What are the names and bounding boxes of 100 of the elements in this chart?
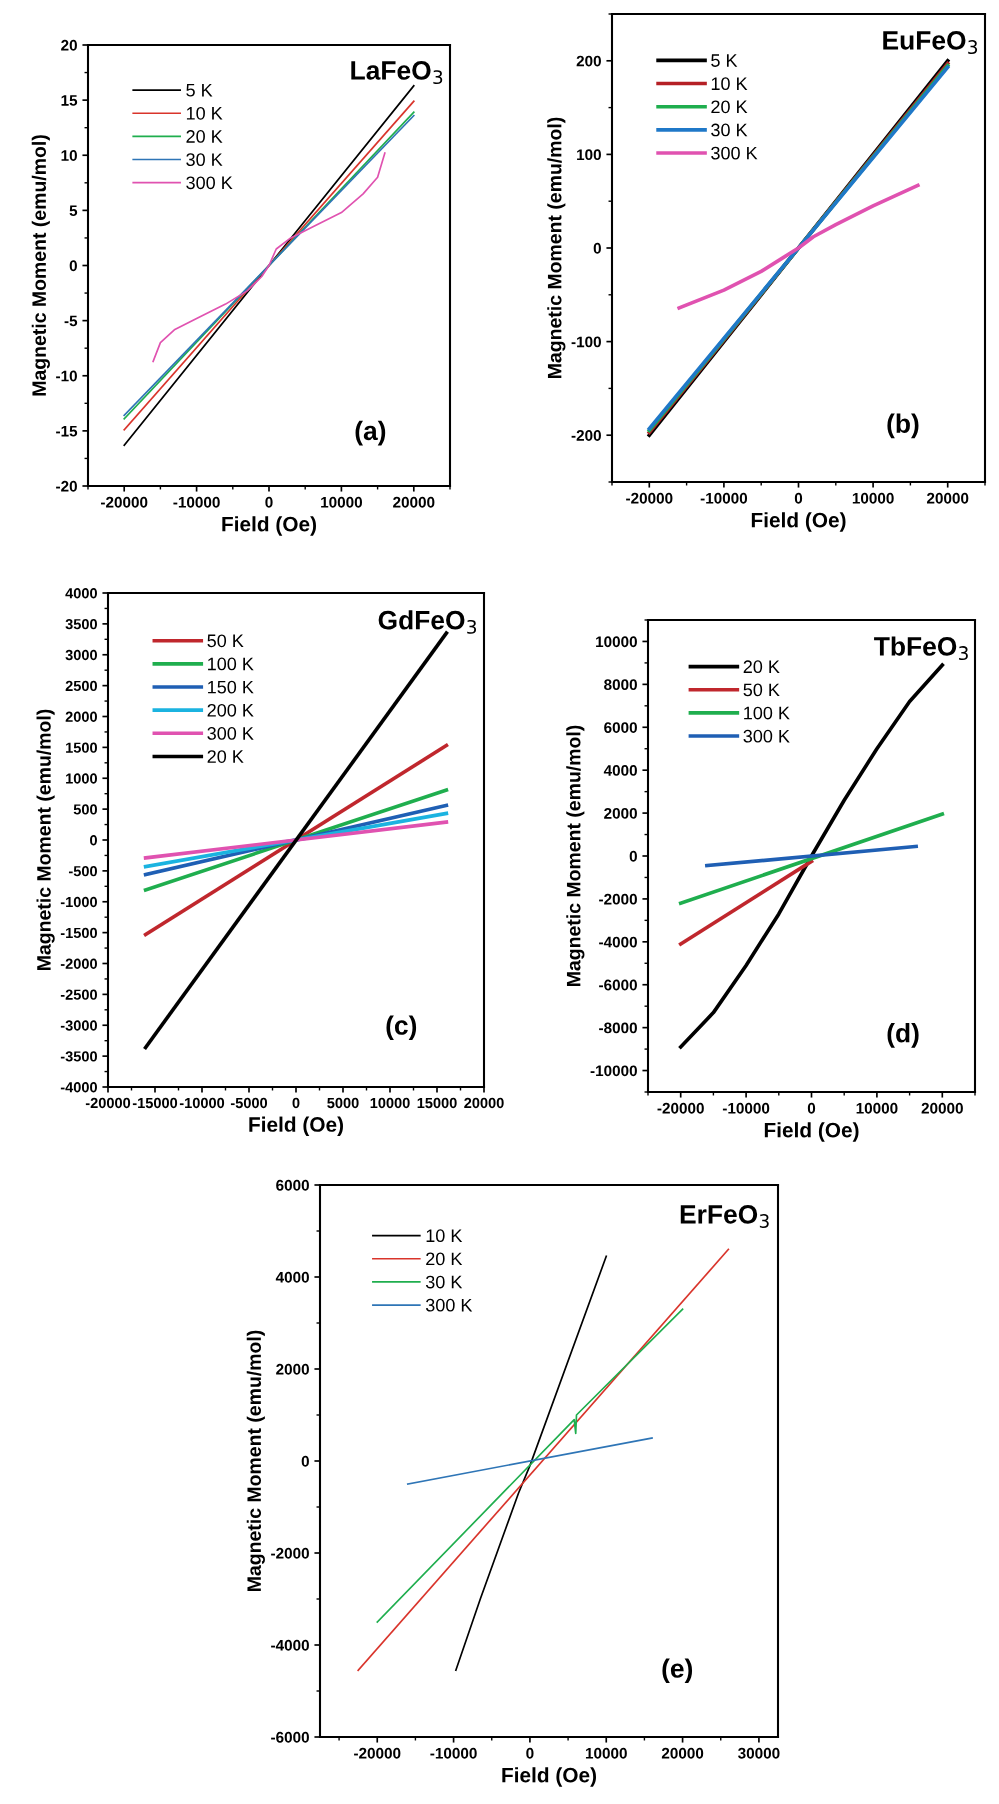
y-axis-title: Magnetic Moment (emu/mol) xyxy=(36,709,55,970)
y-tick-label: -3000 xyxy=(60,1020,97,1031)
y-axis-title: Magnetic Moment (emu/mol) xyxy=(566,725,585,986)
annotation: (c) xyxy=(386,1015,417,1041)
y-tick-label: 500 xyxy=(73,804,97,815)
y-tick-label: 200 xyxy=(576,55,601,67)
legend-label: 10 K xyxy=(711,77,748,91)
x-tick-label: -20000 xyxy=(626,492,673,504)
annotation: (a) xyxy=(355,420,386,446)
legend-label: 20 K xyxy=(207,750,244,763)
y-tick-label: -3500 xyxy=(60,1051,97,1062)
y-axis-title: Magnetic Moment (emu/mol) xyxy=(547,117,566,378)
y-tick-label: 0 xyxy=(90,835,97,846)
x-axis-title: Field (Oe) xyxy=(222,516,316,536)
y-tick-label: -100 xyxy=(571,336,601,348)
y-tick-label: -6000 xyxy=(271,1731,309,1743)
y-tick-label: 20 xyxy=(61,39,77,51)
legend-label: 30 K xyxy=(711,123,748,137)
legend-label: 20 K xyxy=(743,660,780,674)
x-tick-label: -10000 xyxy=(430,1747,477,1759)
x-axis-title: Field (Oe) xyxy=(249,1116,343,1136)
x-tick-label: 0 xyxy=(807,1102,816,1114)
x-tick-label: 10000 xyxy=(370,1097,410,1109)
y-tick-label: -4000 xyxy=(599,936,637,948)
x-tick-label: 20000 xyxy=(921,1102,963,1114)
y-tick-label: -10 xyxy=(56,370,77,382)
legend-label: 10 K xyxy=(186,106,223,120)
y-tick-label: 15 xyxy=(61,95,78,106)
legend-label: 150 K xyxy=(208,680,254,694)
y-tick-label: -200 xyxy=(571,430,601,441)
y-tick-label: -4000 xyxy=(271,1639,309,1651)
text: GdFeO$_{3}$ xyxy=(378,610,477,634)
x-tick-label: -20000 xyxy=(657,1102,704,1114)
x-tick-label: 10000 xyxy=(852,492,894,504)
y-tick-label: -1500 xyxy=(60,927,97,939)
legend-label: 5 K xyxy=(711,54,738,67)
legend-label: 300 K xyxy=(425,1298,473,1312)
y-tick-label: 0 xyxy=(69,260,77,272)
annotation: (d) xyxy=(887,1023,919,1048)
x-axis-title: Field (Oe) xyxy=(764,1122,859,1142)
y-tick-label: 10000 xyxy=(596,636,637,648)
legend-label: 50 K xyxy=(207,634,244,648)
x-tick-label: -10000 xyxy=(173,496,220,508)
y-tick-label: 1500 xyxy=(66,742,97,753)
y-tick-label: 2000 xyxy=(65,711,97,722)
text: TbFeO$_{3}$ xyxy=(874,636,968,661)
y-tick-label: 6000 xyxy=(604,722,637,733)
y-tick-label: 4000 xyxy=(65,588,97,599)
y-tick-label: -6000 xyxy=(599,979,637,991)
legend-label: 5 K xyxy=(186,83,213,97)
x-tick-label: 20000 xyxy=(464,1097,504,1109)
y-tick-label: 0 xyxy=(629,850,637,862)
y-tick-label: 100 xyxy=(577,149,601,161)
y-tick-label: -2000 xyxy=(271,1547,309,1559)
legend-label: 300 K xyxy=(186,176,233,190)
y-tick-label: -15 xyxy=(56,425,78,437)
legend-label: 50 K xyxy=(743,683,780,697)
x-tick-label: -20000 xyxy=(101,496,148,508)
x-tick-label: -10000 xyxy=(722,1102,770,1114)
y-tick-label: 3000 xyxy=(65,649,97,661)
y-tick-label: -20 xyxy=(56,480,77,492)
x-tick-label: 10000 xyxy=(321,496,363,508)
x-tick-label: 20000 xyxy=(926,492,969,504)
x-tick-label: 0 xyxy=(526,1747,534,1759)
y-tick-label: 10 xyxy=(61,150,77,161)
x-tick-label: 30000 xyxy=(738,1747,780,1759)
x-tick-label: -20000 xyxy=(85,1097,131,1109)
text: ErFeO$_{3}$ xyxy=(680,1204,769,1228)
x-axis-title: Field (Oe) xyxy=(502,1767,596,1787)
x-tick-label: 10000 xyxy=(856,1102,898,1114)
legend-label: 30 K xyxy=(425,1275,463,1289)
y-tick-label: 8000 xyxy=(604,679,637,691)
y-tick-label: 0 xyxy=(593,242,601,254)
y-axis-title: Magnetic Moment (emu/mol) xyxy=(246,1330,265,1591)
y-tick-label: -10000 xyxy=(590,1065,637,1077)
y-tick-label: 2000 xyxy=(604,807,637,819)
text: LaFeO$_{3}$ xyxy=(351,61,443,85)
legend-label: 20 K xyxy=(426,1252,463,1266)
y-tick-label: 0 xyxy=(301,1455,309,1467)
legend-label: 30 K xyxy=(186,153,223,167)
y-tick-label: 5 xyxy=(69,205,78,217)
x-tick-label: 15000 xyxy=(417,1097,457,1109)
x-tick-label: -5000 xyxy=(230,1097,268,1109)
y-tick-label: -2000 xyxy=(60,958,97,969)
legend-label: 20 K xyxy=(186,130,223,143)
y-tick-label: -2000 xyxy=(599,893,637,905)
y-tick-label: -5 xyxy=(64,315,78,327)
x-tick-label: -10000 xyxy=(179,1097,225,1109)
x-tick-label: -15000 xyxy=(132,1097,178,1109)
annotation: (b) xyxy=(887,413,919,439)
x-tick-label: 0 xyxy=(794,492,803,504)
x-tick-label: -10000 xyxy=(700,492,748,504)
y-tick-label: -4000 xyxy=(60,1082,97,1093)
x-tick-label: 20000 xyxy=(393,496,435,508)
y-tick-label: 4000 xyxy=(603,765,637,776)
legend-label: 300 K xyxy=(711,146,758,160)
x-tick-label: 5000 xyxy=(327,1097,359,1109)
y-tick-label: -500 xyxy=(68,865,97,877)
legend-label: 100 K xyxy=(744,706,790,720)
y-tick-label: 3500 xyxy=(65,618,97,630)
